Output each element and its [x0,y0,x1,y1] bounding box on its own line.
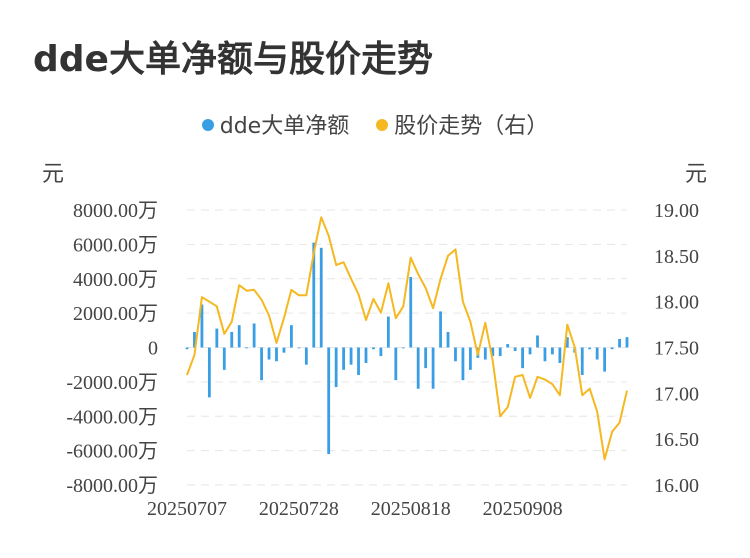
dde-bar [312,242,316,348]
dde-bar [454,347,457,362]
dde-bar [483,347,487,360]
y-right-tick-label: 16.50 [654,429,699,451]
dde-bar [304,347,308,365]
dde-bar [498,347,502,357]
dde-bar [543,347,547,362]
dde-bar [595,347,599,360]
dde-bar [185,347,189,350]
dde-bar [260,347,263,381]
y-left-tick-label: 2000.00万 [73,303,158,325]
dde-bar [439,311,442,348]
dde-bar [506,344,510,348]
y-left-tick-label: -4000.00万 [66,406,158,428]
dde-bar [580,347,584,375]
right-axis-unit: 元 [685,162,708,187]
y-right-tick-label: 18.00 [654,292,699,314]
page-title: dde大单净额与股价走势 [33,39,433,80]
x-tick-label: 20250818 [371,498,451,520]
y-left-tick-label: -2000.00万 [66,372,158,394]
y-left-tick-label: 6000.00万 [73,234,158,256]
dde-bar [222,347,226,370]
dde-bar [215,328,219,348]
dde-bar [275,347,278,362]
y-left-tick-label: 0 [148,338,158,360]
dde-bar [551,347,554,355]
dde-bar [193,332,196,348]
y-right-tick-label: 17.50 [654,338,699,360]
dde-bar [207,347,211,398]
dde-bar [237,325,241,348]
dde-bar [230,332,234,348]
dde-bar [618,338,621,348]
legend-label-dde: dde大单净额 [219,114,350,139]
dde-bar [446,332,450,348]
dde-bar [625,337,629,348]
dde-bar [282,347,286,353]
dde-bar [252,323,256,348]
dde-bar [431,347,435,389]
dde-bar [401,347,405,349]
dde-bar [364,347,368,363]
dde-bar [245,347,249,349]
y-right-tick-label: 17.00 [654,383,699,405]
dde-bar [588,347,592,350]
y-right-tick-label: 18.50 [654,246,699,268]
dde-bar [521,347,524,369]
x-tick-label: 20250908 [483,498,563,520]
dde-bar [468,347,472,370]
dde-bar [409,277,413,348]
dde-bar [528,347,532,355]
dde-bar [334,347,338,388]
legend-dot-price [376,119,389,131]
dde-bar [558,347,562,363]
dde-bar [319,247,323,348]
legend-label-price: 股价走势（右） [394,114,549,139]
dde-bar [200,304,204,348]
dde-bar [461,347,465,381]
y-left-tick-label: 8000.00万 [73,200,158,222]
legend-item-dde[interactable]: dde大单净额 [201,108,350,140]
y-left-tick-label: 4000.00万 [73,269,158,291]
y-right-tick-label: 16.00 [654,475,699,497]
dde-bar [603,347,607,372]
y-right-tick-label: 19.00 [654,200,699,222]
dde-bar [513,347,517,351]
dde-bar [491,347,495,357]
x-tick-label: 20250728 [259,498,339,520]
y-left-tick-label: -6000.00万 [66,441,158,463]
dde-bar [424,347,428,369]
legend: dde大单净额 股价走势（右） [0,108,750,140]
dde-bar [565,337,569,348]
left-axis-unit: 元 [42,162,65,187]
dde-bar [372,347,375,350]
dde-bar [357,347,360,375]
dde-bar [297,347,301,349]
dde-bar [290,325,293,348]
dde-bar [349,347,353,365]
legend-item-price[interactable]: 股价走势（右） [376,108,548,140]
dde-bar [386,316,390,348]
legend-dot-dde [201,119,214,131]
dde-bar [267,347,271,360]
price-line [186,216,628,461]
x-tick-label: 20250707 [147,498,227,520]
dde-bar [342,347,346,370]
dde-bar [394,347,398,381]
dde-bar [536,335,539,348]
dde-bar [379,347,383,357]
dde-bar [327,347,331,455]
dde-bar [610,347,614,350]
y-left-tick-label: -8000.00万 [66,475,158,497]
dde-bar [416,347,420,389]
